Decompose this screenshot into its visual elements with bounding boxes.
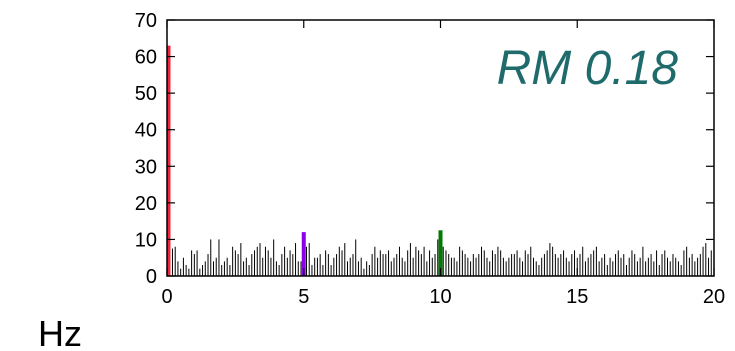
y-tick-label: 30: [135, 156, 157, 178]
y-tick-label: 70: [135, 10, 157, 32]
tick-labels: 0 10 20 30 40 50 60 70 0 5 10 15 20: [135, 10, 725, 308]
x-tick-label: 0: [161, 286, 172, 308]
plot-frame: [166, 19, 715, 277]
y-tick-label: 50: [135, 83, 157, 105]
x-tick-label: 20: [703, 286, 725, 308]
y-tick-label: 20: [135, 193, 157, 215]
x-tick-label: 5: [298, 286, 309, 308]
y-tick-label: 0: [146, 266, 157, 288]
y-tick-label: 10: [135, 229, 157, 251]
rm-annotation: RM 0.18: [497, 42, 679, 95]
x-tick-label: 10: [429, 286, 451, 308]
highlighted-peaks: [166, 45, 443, 276]
y-tick-label: 40: [135, 120, 157, 142]
x-tick-label: 15: [566, 286, 588, 308]
background-bars: [169, 239, 712, 276]
x-axis-unit-label: Hz: [38, 313, 82, 351]
y-tick-label: 60: [135, 47, 157, 69]
